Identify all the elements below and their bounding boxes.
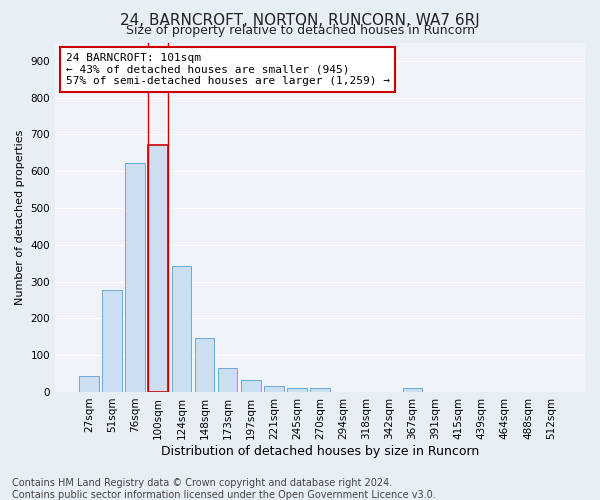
Bar xyxy=(264,386,284,392)
Text: 24 BARNCROFT: 101sqm
← 43% of detached houses are smaller (945)
57% of semi-deta: 24 BARNCROFT: 101sqm ← 43% of detached h… xyxy=(65,53,389,86)
Bar xyxy=(125,163,145,392)
Bar xyxy=(287,388,307,392)
Bar xyxy=(194,338,214,392)
Y-axis label: Number of detached properties: Number of detached properties xyxy=(15,130,25,305)
Bar xyxy=(241,380,260,392)
Text: Size of property relative to detached houses in Runcorn: Size of property relative to detached ho… xyxy=(125,24,475,37)
Text: Contains HM Land Registry data © Crown copyright and database right 2024.
Contai: Contains HM Land Registry data © Crown c… xyxy=(12,478,436,500)
X-axis label: Distribution of detached houses by size in Runcorn: Distribution of detached houses by size … xyxy=(161,444,479,458)
Bar xyxy=(403,388,422,392)
Bar xyxy=(218,368,238,392)
Bar xyxy=(102,290,122,392)
Bar xyxy=(148,146,168,392)
Bar xyxy=(79,376,99,392)
Text: 24, BARNCROFT, NORTON, RUNCORN, WA7 6RJ: 24, BARNCROFT, NORTON, RUNCORN, WA7 6RJ xyxy=(120,12,480,28)
Bar xyxy=(310,388,330,392)
Bar xyxy=(172,266,191,392)
